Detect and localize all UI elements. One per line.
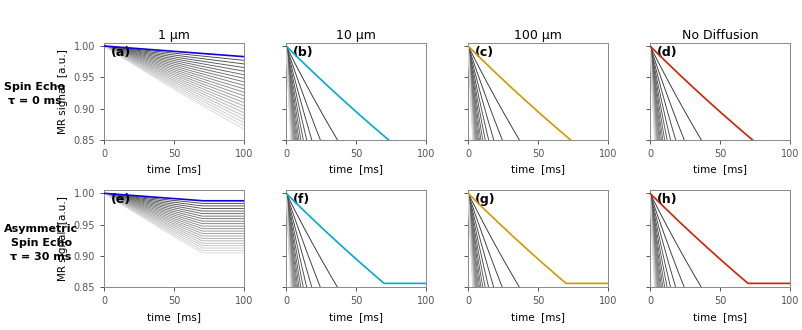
Text: (h): (h) [657,193,678,206]
X-axis label: time  [ms]: time [ms] [148,164,201,174]
Text: (b): (b) [294,46,314,59]
Title: 1 μm: 1 μm [158,29,190,42]
Text: (e): (e) [111,193,132,206]
Text: (g): (g) [475,193,496,206]
Text: (a): (a) [111,46,132,59]
Text: (d): (d) [657,46,678,59]
Text: (c): (c) [475,46,494,59]
Y-axis label: MR signal  [a.u.]: MR signal [a.u.] [59,49,68,134]
X-axis label: time  [ms]: time [ms] [511,312,565,322]
Text: Spin Echo
τ = 0 ms: Spin Echo τ = 0 ms [4,82,65,106]
Title: 10 μm: 10 μm [336,29,376,42]
Text: Asymmetric
Spin Echo
τ = 30 ms: Asymmetric Spin Echo τ = 30 ms [4,223,78,262]
Title: 100 μm: 100 μm [514,29,562,42]
Y-axis label: MR signal  [a.u.]: MR signal [a.u.] [59,196,68,281]
X-axis label: time  [ms]: time [ms] [693,164,747,174]
X-axis label: time  [ms]: time [ms] [329,164,383,174]
Text: (f): (f) [294,193,310,206]
X-axis label: time  [ms]: time [ms] [148,312,201,322]
Title: No Diffusion: No Diffusion [682,29,758,42]
X-axis label: time  [ms]: time [ms] [693,312,747,322]
X-axis label: time  [ms]: time [ms] [329,312,383,322]
X-axis label: time  [ms]: time [ms] [511,164,565,174]
